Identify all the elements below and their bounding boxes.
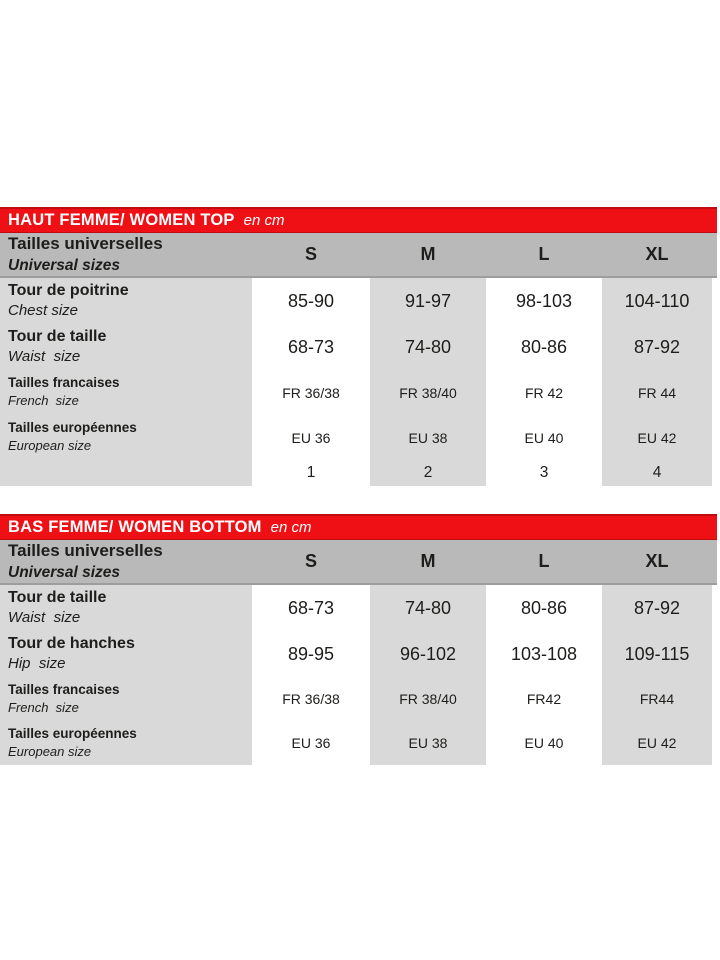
label-fr: Tailles francaises bbox=[8, 375, 120, 391]
women-top-table: HAUT FEMME/ WOMEN TOP en cm Tailles univ… bbox=[0, 207, 720, 486]
universal-sizes-label: Tailles universelles Universal sizes bbox=[0, 233, 252, 276]
value-cell: 1 bbox=[252, 460, 370, 486]
label-fr: Tour de hanches bbox=[8, 635, 135, 653]
value-cell: EU 40 bbox=[486, 415, 602, 460]
label-en: Chest size bbox=[8, 302, 79, 320]
column-header-xl: XL bbox=[645, 244, 669, 264]
value-cell: EU 38 bbox=[370, 721, 486, 765]
value-cell: FR 38/40 bbox=[370, 677, 486, 721]
row-label: Tour de hanches Hip size bbox=[0, 631, 252, 677]
value-cell: 89-95 bbox=[252, 631, 370, 677]
column-header-s: S bbox=[304, 244, 317, 264]
row-size-numbers: 1 2 3 4 bbox=[0, 460, 720, 486]
women-bottom-table: BAS FEMME/ WOMEN BOTTOM en cm Tailles un… bbox=[0, 514, 720, 765]
value-cell: 85-90 bbox=[252, 278, 370, 324]
value-cell: 109-115 bbox=[602, 631, 712, 677]
table-unit: en cm bbox=[270, 519, 312, 536]
row-waist-size: Tour de taille Waist size 68-73 74-80 80… bbox=[0, 324, 720, 370]
value-cell: 87-92 bbox=[602, 324, 712, 370]
value-cell: 3 bbox=[486, 460, 602, 486]
label-en: European size bbox=[8, 743, 92, 759]
row-european-size: Tailles européennes European size EU 36 … bbox=[0, 415, 720, 460]
label-fr: Tailles européennes bbox=[8, 420, 137, 436]
value-cell: 68-73 bbox=[252, 324, 370, 370]
value-cell: 98-103 bbox=[486, 278, 602, 324]
value-cell: FR 44 bbox=[602, 370, 712, 415]
label-fr: Tailles universelles bbox=[8, 234, 163, 254]
row-label: Tour de taille Waist size bbox=[0, 585, 252, 631]
row-label: Tailles francaises French size bbox=[0, 677, 252, 721]
label-en: Hip size bbox=[8, 655, 66, 673]
value-cell: 96-102 bbox=[370, 631, 486, 677]
row-french-size: Tailles francaises French size FR 36/38 … bbox=[0, 370, 720, 415]
row-chest-size: Tour de poitrine Chest size 85-90 91-97 … bbox=[0, 278, 720, 324]
label-en: French size bbox=[8, 699, 79, 715]
label-en: European size bbox=[8, 438, 92, 454]
row-french-size: Tailles francaises French size FR 36/38 … bbox=[0, 677, 720, 721]
column-header-m: M bbox=[420, 551, 436, 571]
label-en: Waist size bbox=[8, 609, 81, 627]
value-cell: 104-110 bbox=[602, 278, 712, 324]
label-en: Waist size bbox=[8, 348, 81, 366]
value-cell: FR 38/40 bbox=[370, 370, 486, 415]
value-cell: FR44 bbox=[602, 677, 712, 721]
row-label: Tour de taille Waist size bbox=[0, 324, 252, 370]
column-header-row: Tailles universelles Universal sizes S M… bbox=[0, 233, 717, 278]
value-cell: 68-73 bbox=[252, 585, 370, 631]
value-cell: 2 bbox=[370, 460, 486, 486]
row-label: Tailles francaises French size bbox=[0, 370, 252, 415]
value-cell: 74-80 bbox=[370, 324, 486, 370]
value-cell: FR 42 bbox=[486, 370, 602, 415]
column-header-xl: XL bbox=[645, 551, 669, 571]
label-fr: Tailles universelles bbox=[8, 541, 163, 561]
value-cell: EU 42 bbox=[602, 721, 712, 765]
value-cell: 91-97 bbox=[370, 278, 486, 324]
value-cell: FR 36/38 bbox=[252, 677, 370, 721]
column-header-l: L bbox=[538, 244, 550, 264]
column-header-l: L bbox=[538, 551, 550, 571]
value-cell: 4 bbox=[602, 460, 712, 486]
value-cell: EU 36 bbox=[252, 415, 370, 460]
value-cell: FR 36/38 bbox=[252, 370, 370, 415]
label-fr: Tour de taille bbox=[8, 589, 107, 607]
label-fr: Tailles francaises bbox=[8, 681, 120, 697]
row-hip-size: Tour de hanches Hip size 89-95 96-102 10… bbox=[0, 631, 720, 677]
value-cell: EU 40 bbox=[486, 721, 602, 765]
value-cell: EU 42 bbox=[602, 415, 712, 460]
table-unit: en cm bbox=[243, 212, 285, 229]
universal-sizes-label: Tailles universelles Universal sizes bbox=[0, 540, 252, 583]
value-cell: EU 38 bbox=[370, 415, 486, 460]
label-fr: Tour de poitrine bbox=[8, 282, 129, 300]
row-label: Tailles européennes European size bbox=[0, 415, 252, 460]
value-cell: 80-86 bbox=[486, 585, 602, 631]
label-en: Universal sizes bbox=[8, 563, 121, 581]
column-header-s: S bbox=[304, 551, 317, 571]
table-title: BAS FEMME/ WOMEN BOTTOM bbox=[8, 518, 262, 536]
row-label: Tailles européennes European size bbox=[0, 721, 252, 765]
women-top-title-bar: HAUT FEMME/ WOMEN TOP en cm bbox=[0, 207, 717, 233]
value-cell: 103-108 bbox=[486, 631, 602, 677]
row-european-size: Tailles européennes European size EU 36 … bbox=[0, 721, 720, 765]
value-cell: FR42 bbox=[486, 677, 602, 721]
women-bottom-title-bar: BAS FEMME/ WOMEN BOTTOM en cm bbox=[0, 514, 717, 540]
label-fr: Tour de taille bbox=[8, 328, 107, 346]
value-cell: 80-86 bbox=[486, 324, 602, 370]
label-en: Universal sizes bbox=[8, 256, 121, 274]
row-label: Tour de poitrine Chest size bbox=[0, 278, 252, 324]
row-waist-size: Tour de taille Waist size 68-73 74-80 80… bbox=[0, 585, 720, 631]
value-cell: 87-92 bbox=[602, 585, 712, 631]
value-cell: 74-80 bbox=[370, 585, 486, 631]
label-en: French size bbox=[8, 393, 79, 409]
table-title: HAUT FEMME/ WOMEN TOP bbox=[8, 211, 235, 229]
value-cell: EU 36 bbox=[252, 721, 370, 765]
label-fr: Tailles européennes bbox=[8, 725, 137, 741]
footer-label-spacer bbox=[0, 460, 252, 486]
column-header-m: M bbox=[420, 244, 436, 264]
column-header-row: Tailles universelles Universal sizes S M… bbox=[0, 540, 717, 585]
